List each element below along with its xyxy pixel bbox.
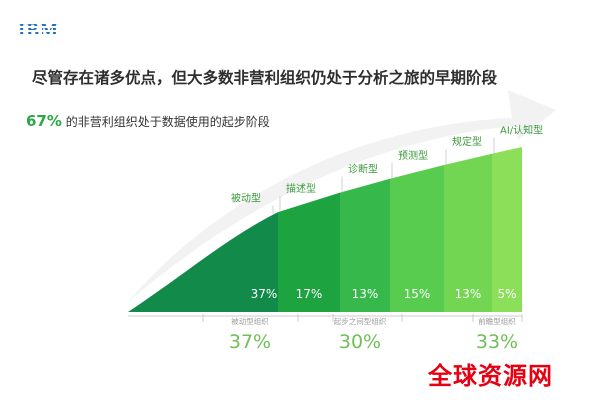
group-value-3: 33% <box>476 331 518 353</box>
group-label-2: 起步之间型组织 <box>334 316 387 326</box>
value-label-1: 37% <box>251 287 278 301</box>
value-label-2: 17% <box>296 287 323 301</box>
category-labels: 被动型 描述型 诊断型 预测型 规定型 AI/认知型 <box>231 124 543 214</box>
group-value-1: 37% <box>229 331 271 353</box>
value-label-4: 15% <box>404 287 431 301</box>
category-label-3: 诊断型 <box>348 163 378 176</box>
value-labels: 37% 17% 13% 15% 13% 5% <box>251 287 517 301</box>
growth-arrow <box>128 90 556 302</box>
subtitle-percent: 67% <box>26 112 62 130</box>
category-label-5: 规定型 <box>452 135 482 148</box>
category-label-2: 描述型 <box>286 182 316 195</box>
subtitle: 67% 的非营利组织处于数据使用的起步阶段 <box>26 112 270 130</box>
group-labels: 被动型组织 37% 起步之间型组织 30% 前瞻型组织 33% <box>128 314 523 353</box>
category-label-1: 被动型 <box>231 192 261 205</box>
category-label-4: 预测型 <box>398 149 428 162</box>
value-label-3: 13% <box>352 287 379 301</box>
bar-1 <box>128 212 278 312</box>
group-value-2: 30% <box>339 331 381 353</box>
group-label-1: 被动型组织 <box>231 316 269 326</box>
category-label-6: AI/认知型 <box>500 124 543 137</box>
ibm-logo: IBM <box>18 20 59 41</box>
value-label-5: 13% <box>455 287 482 301</box>
subtitle-text: 的非营利组织处于数据使用的起步阶段 <box>61 115 270 129</box>
bar-4 <box>390 165 444 312</box>
value-label-6: 5% <box>497 287 516 301</box>
bar-2 <box>278 192 340 312</box>
bars-layer <box>128 147 522 312</box>
group-label-3: 前瞻型组织 <box>478 316 516 326</box>
watermark: 全球资源网 <box>428 362 553 390</box>
bar-3 <box>340 178 390 312</box>
bar-6 <box>492 147 522 312</box>
page-title: 尽管存在诸多优点，但大多数非营利组织仍处于分析之旅的早期阶段 <box>32 69 498 87</box>
bar-5 <box>444 153 492 312</box>
